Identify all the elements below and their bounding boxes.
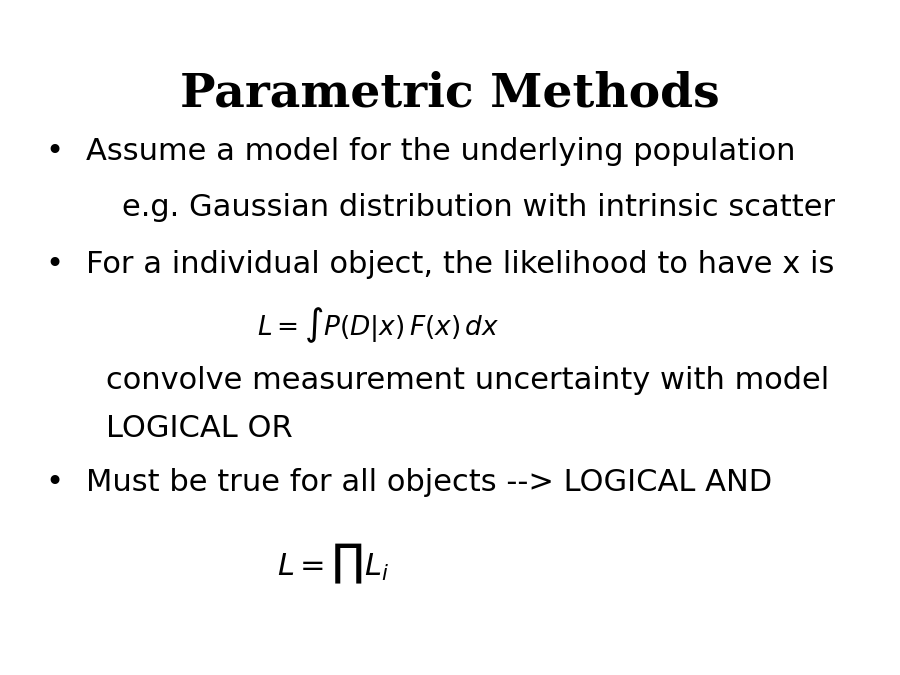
Text: Must be true for all objects --> LOGICAL AND: Must be true for all objects --> LOGICAL…	[86, 468, 771, 497]
Text: •: •	[45, 138, 63, 166]
Text: convolve measurement uncertainty with model: convolve measurement uncertainty with mo…	[106, 366, 830, 394]
Text: •: •	[45, 468, 63, 497]
Text: e.g. Gaussian distribution with intrinsic scatter: e.g. Gaussian distribution with intrinsi…	[122, 194, 834, 222]
Text: Parametric Methods: Parametric Methods	[180, 71, 720, 117]
Text: Assume a model for the underlying population: Assume a model for the underlying popula…	[86, 138, 795, 166]
Text: For a individual object, the likelihood to have x is: For a individual object, the likelihood …	[86, 250, 834, 279]
Text: $L=\int P(D|x)\,F(x)\,dx$: $L=\int P(D|x)\,F(x)\,dx$	[256, 306, 500, 345]
Text: •: •	[45, 250, 63, 279]
Text: $L=\prod L_i$: $L=\prod L_i$	[277, 541, 389, 586]
Text: LOGICAL OR: LOGICAL OR	[106, 414, 293, 443]
